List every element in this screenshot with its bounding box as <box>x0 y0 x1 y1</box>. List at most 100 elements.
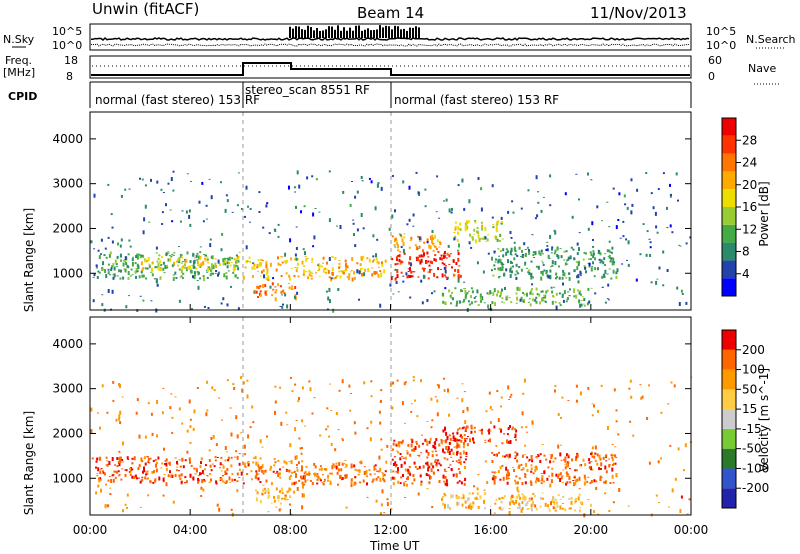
data-cell <box>483 500 486 504</box>
data-cell <box>448 413 450 417</box>
data-cell <box>169 470 171 474</box>
data-cell <box>463 298 466 302</box>
data-cell <box>343 270 346 272</box>
data-cell <box>591 414 594 417</box>
data-cell <box>322 256 325 260</box>
data-cell <box>391 214 394 219</box>
data-cell <box>506 250 509 254</box>
data-cell <box>377 182 380 185</box>
data-cell <box>444 426 446 430</box>
data-cell <box>209 473 212 475</box>
data-cell <box>447 244 450 248</box>
data-cell <box>144 267 147 270</box>
data-cell <box>352 222 355 225</box>
data-cell <box>406 223 409 226</box>
data-cell <box>98 271 101 274</box>
data-cell <box>680 495 683 499</box>
data-cell <box>495 498 498 501</box>
data-cell <box>206 256 209 259</box>
colorbar-swatch <box>722 118 736 136</box>
y-tick-label: 3000 <box>52 382 83 396</box>
data-cell <box>252 461 255 464</box>
x-tick-label: 20:00 <box>574 523 609 537</box>
data-cell <box>102 261 104 266</box>
data-cell <box>566 453 568 457</box>
data-cell <box>506 476 509 480</box>
data-cell <box>493 425 496 429</box>
data-cell <box>274 286 277 288</box>
data-cell <box>370 395 373 398</box>
data-cell <box>559 248 562 250</box>
data-cell <box>541 444 544 445</box>
data-cell <box>151 273 154 277</box>
data-cell <box>119 244 122 248</box>
data-cell <box>222 262 225 266</box>
data-cell <box>284 494 287 497</box>
data-cell <box>148 462 151 464</box>
data-cell <box>219 262 221 266</box>
data-cell <box>392 381 394 385</box>
data-cell <box>540 249 543 253</box>
data-cell <box>554 457 557 460</box>
data-cell <box>551 246 554 249</box>
data-cell <box>407 274 410 278</box>
data-cell <box>670 381 673 384</box>
data-cell <box>189 418 192 421</box>
data-cell <box>507 210 510 214</box>
data-cell <box>609 251 612 254</box>
data-cell <box>101 294 104 296</box>
x-tick-label: 12:00 <box>373 523 408 537</box>
data-cell <box>534 480 537 484</box>
data-cell <box>113 273 116 278</box>
data-cell <box>409 262 412 267</box>
data-cell <box>635 278 638 282</box>
data-cell <box>537 201 540 204</box>
data-cell <box>109 493 112 495</box>
data-cell <box>345 464 348 467</box>
data-cell <box>333 277 336 280</box>
data-cell <box>553 286 556 288</box>
data-cell <box>319 479 322 482</box>
data-cell <box>470 287 473 290</box>
data-cell <box>443 251 446 254</box>
data-cell <box>549 174 552 178</box>
data-cell <box>472 501 475 505</box>
data-cell <box>550 286 553 289</box>
data-cell <box>528 251 531 255</box>
data-cell <box>391 476 394 480</box>
data-cell <box>431 237 434 241</box>
data-cell <box>273 228 276 231</box>
data-cell <box>271 294 274 297</box>
data-cell <box>366 482 368 486</box>
data-cell <box>438 443 441 447</box>
data-cell <box>670 193 672 196</box>
data-cell <box>669 183 671 187</box>
data-cell <box>464 430 467 432</box>
data-cell <box>259 290 262 293</box>
data-cell <box>457 226 460 231</box>
data-cell <box>156 462 159 464</box>
data-cell <box>375 271 378 275</box>
cpid-segment-1: normal (fast stereo) 153 RF <box>95 93 260 107</box>
data-cell <box>376 183 379 188</box>
data-cell <box>176 466 179 468</box>
data-cell <box>466 292 469 295</box>
data-cell <box>680 289 683 293</box>
data-cell <box>190 464 193 467</box>
data-cell <box>383 479 386 483</box>
data-cell <box>165 467 168 471</box>
data-cell <box>451 291 453 294</box>
data-cell <box>129 467 132 470</box>
data-cell <box>394 461 397 466</box>
data-cell <box>99 456 102 460</box>
data-cell <box>401 238 404 243</box>
data-cell <box>543 454 546 457</box>
data-cell <box>516 486 519 491</box>
data-cell <box>589 482 592 485</box>
data-cell <box>542 497 544 500</box>
data-cell <box>266 271 269 275</box>
data-cell <box>127 271 130 275</box>
data-cell <box>328 257 331 261</box>
data-cell <box>679 509 682 514</box>
data-cell <box>516 254 519 257</box>
